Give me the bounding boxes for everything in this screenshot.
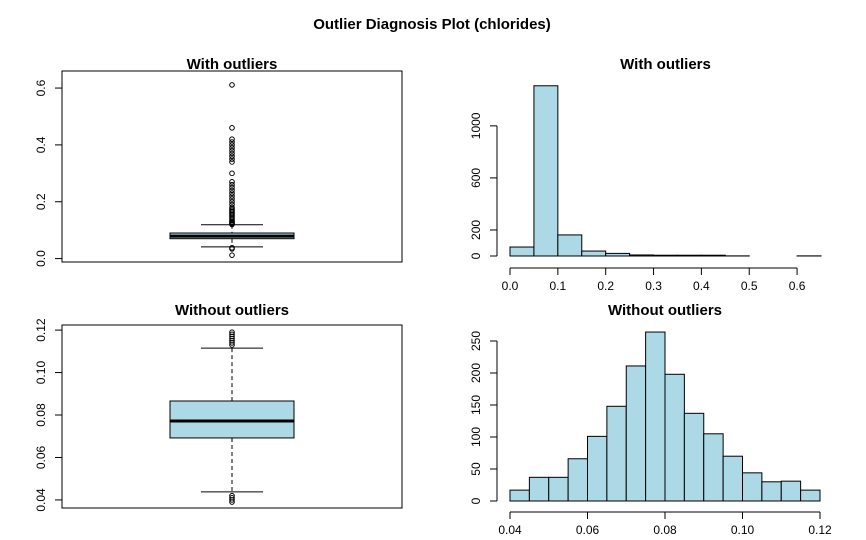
outlier xyxy=(229,156,235,162)
x-tick-label: 0.0 xyxy=(502,279,519,293)
outlier xyxy=(229,244,235,251)
outlier xyxy=(229,184,235,191)
bar xyxy=(700,254,726,257)
bar xyxy=(509,246,535,257)
y-tick-label: 0.0 xyxy=(34,250,48,267)
x-tick-label: 0.4 xyxy=(693,279,710,293)
x-tick-label: 0.12 xyxy=(808,523,832,537)
outlier xyxy=(229,495,235,501)
outlier xyxy=(229,144,235,151)
y-tick-label: 0.10 xyxy=(34,361,48,385)
bar xyxy=(800,489,821,502)
plot-frame xyxy=(61,70,403,263)
y-tick-label: 0.04 xyxy=(34,488,48,512)
bar xyxy=(548,476,569,502)
bar xyxy=(780,480,802,502)
x-tick-label: 0.1 xyxy=(550,279,567,293)
bar xyxy=(629,254,655,257)
outlier xyxy=(229,181,235,188)
y-tick-label: 0 xyxy=(469,252,483,259)
bar xyxy=(742,472,763,502)
x-tick-label: 0.10 xyxy=(731,523,755,537)
x-tick-label: 0.6 xyxy=(789,279,806,293)
bar xyxy=(703,433,724,502)
outlier xyxy=(229,331,235,338)
bar xyxy=(606,405,627,502)
bar xyxy=(557,234,583,257)
outlier xyxy=(229,142,235,148)
outlier xyxy=(229,329,235,336)
bar xyxy=(533,85,559,257)
y-tick-label: 0 xyxy=(469,497,483,504)
x-tick-label: 0.2 xyxy=(597,279,614,293)
y-tick-label: 600 xyxy=(469,168,483,188)
bar xyxy=(676,254,702,257)
outlier xyxy=(229,190,235,197)
y-tick-label: 150 xyxy=(469,395,483,415)
bar xyxy=(509,489,530,502)
outlier xyxy=(229,159,235,165)
y-tick-label: 100 xyxy=(469,427,483,447)
outlier xyxy=(229,196,235,202)
y-tick-label: 200 xyxy=(469,363,483,383)
panel-title: With outliers xyxy=(620,56,711,73)
outlier xyxy=(229,252,235,258)
bar xyxy=(567,458,588,502)
bar xyxy=(761,481,782,502)
panel-title: Without outliers xyxy=(608,302,722,319)
y-tick-label: 0.4 xyxy=(34,136,48,153)
outlier xyxy=(229,150,235,157)
outlier xyxy=(229,187,235,194)
outlier xyxy=(229,136,235,143)
outlier xyxy=(229,198,235,205)
bar xyxy=(528,476,550,502)
y-tick-label: 1000 xyxy=(469,112,483,139)
bar xyxy=(605,252,631,257)
bar xyxy=(625,365,647,502)
y-tick-label: 0.12 xyxy=(34,318,48,342)
y-tick-label: 0.08 xyxy=(34,403,48,427)
outlier xyxy=(229,204,235,211)
outlier xyxy=(229,492,235,499)
y-tick-label: 0.2 xyxy=(34,193,48,210)
bar xyxy=(645,331,666,502)
x-tick-label: 0.5 xyxy=(741,279,758,293)
bar xyxy=(587,435,608,502)
outlier xyxy=(229,125,235,131)
bar xyxy=(581,250,607,257)
y-tick-label: 250 xyxy=(469,331,483,351)
y-tick-label: 0.6 xyxy=(34,79,48,96)
panel-title: With outliers xyxy=(187,56,278,73)
outlier xyxy=(229,82,235,88)
outlier xyxy=(229,170,235,177)
x-tick-label: 0.08 xyxy=(653,523,677,537)
outlier xyxy=(229,201,235,208)
x-tick-label: 0.3 xyxy=(645,279,662,293)
outlier xyxy=(229,179,235,185)
y-tick-label: 0.06 xyxy=(34,445,48,469)
outlier xyxy=(229,147,235,154)
bar xyxy=(722,455,743,502)
bar xyxy=(664,373,685,502)
x-tick-label: 0.04 xyxy=(498,523,522,537)
outlier xyxy=(229,153,235,160)
bar xyxy=(653,254,678,257)
plot-frame xyxy=(61,324,403,509)
x-tick-label: 0.06 xyxy=(576,523,600,537)
panel-title: Without outliers xyxy=(175,302,289,319)
outlier xyxy=(229,139,235,145)
y-tick-label: 50 xyxy=(469,462,483,476)
bar xyxy=(683,412,705,502)
figure-title: Outlier Diagnosis Plot (chlorides) xyxy=(313,16,551,33)
y-tick-label: 200 xyxy=(469,220,483,240)
outlier xyxy=(229,193,235,199)
